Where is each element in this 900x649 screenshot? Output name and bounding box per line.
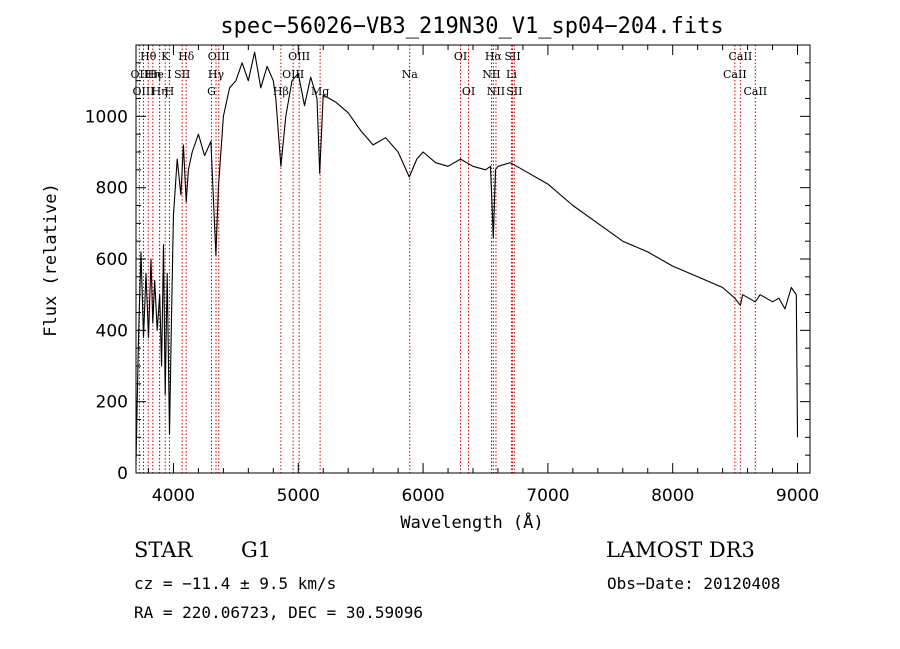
line-marker-label-28: CaII [743, 85, 767, 98]
line-marker-label-6: K [161, 50, 170, 63]
axes-group: 4000 5000 6000 7000 8000 9000 0 200 400 600 800 100… [85, 44, 819, 506]
y-tick-label: 1000 [85, 107, 128, 127]
line-marker-group [138, 45, 756, 473]
plot-frame [135, 44, 811, 474]
line-marker-label-0: Hθ [140, 50, 157, 63]
line-marker-label-25: SII [506, 85, 522, 98]
object-subclass: G1 [241, 538, 272, 562]
line-marker-label-12: G [207, 85, 216, 98]
line-marker-label-26: CaII [729, 50, 753, 63]
series-group [135, 51, 799, 463]
survey-name: LAMOST DR3 [606, 538, 755, 562]
x-tick-label: 7000 [526, 486, 569, 506]
observation-date: Obs−Date: 20120408 [607, 574, 781, 593]
x-tick-label: 5000 [277, 486, 320, 506]
y-tick-label: 0 [117, 464, 128, 484]
x-tick-label: 9000 [776, 486, 819, 506]
line-marker-label-27: CaII [723, 68, 747, 81]
line-marker-label-2: OIII [132, 85, 154, 98]
line-marker-label-9: Hδ [178, 50, 195, 63]
line-marker-label-22: NII [487, 85, 505, 98]
y-tick-label: 200 [96, 393, 128, 413]
line-marker-label-20: Hα [485, 50, 503, 63]
line-marker-label-24: Li [506, 68, 517, 81]
x-tick-label: 6000 [401, 486, 444, 506]
line-marker-label-23: SII [504, 50, 520, 63]
line-marker-label-5: Hη [151, 85, 167, 98]
line-marker-label-3: Hη [145, 68, 161, 81]
line-marker-label-7: SII [174, 68, 190, 81]
redshift-velocity: cz = −11.4 ± 9.5 km/s [134, 574, 337, 593]
x-axis-label: Wavelength (Å) [400, 511, 543, 533]
object-class: STAR [134, 538, 193, 562]
y-tick-label: 400 [96, 321, 128, 341]
y-tick-label: 800 [96, 179, 128, 199]
line-marker-label-8: H [165, 85, 175, 98]
line-marker-label-14: OIII [288, 50, 310, 63]
line-marker-label-11: Hγ [208, 68, 225, 81]
line-marker-label-13: Hβ [273, 85, 289, 98]
line-marker-label-4: He I [148, 68, 172, 81]
line-marker-label-1: OII [131, 68, 149, 81]
line-marker-label-19: OI [462, 85, 475, 98]
line-marker-label-18: OI [454, 50, 467, 63]
x-tick-label: 4000 [152, 486, 195, 506]
x-tick-label: 8000 [651, 486, 694, 506]
line-marker-label-21: NII [482, 68, 500, 81]
line-marker-label-10: OIII [208, 50, 230, 63]
y-tick-label: 600 [96, 250, 128, 270]
spectrum-series-0 [135, 51, 799, 463]
coordinates: RA = 220.06723, DEC = 30.59096 [134, 603, 423, 622]
y-axis-label: Flux (relative) [41, 183, 61, 337]
line-marker-label-17: Na [402, 68, 419, 81]
chart-title: spec−56026−VB3_219N30_V1_sp04−204.fits [220, 14, 723, 39]
